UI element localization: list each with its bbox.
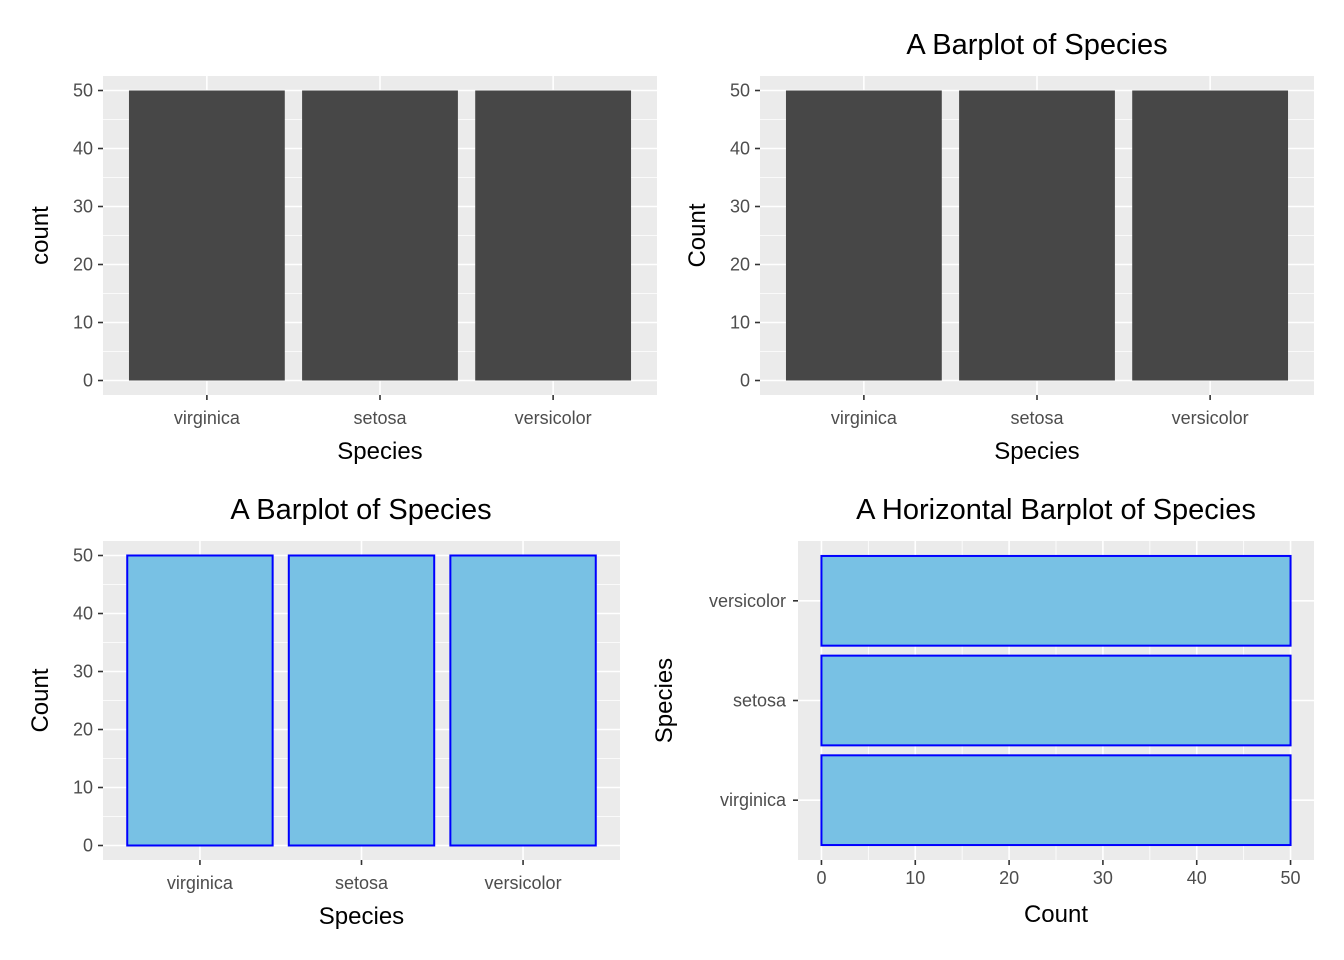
y-axis-title: count <box>27 206 54 265</box>
y-tick-label: 0 <box>83 836 93 856</box>
x-tick-label: setosa <box>335 873 389 893</box>
y-tick-label: 20 <box>73 720 93 740</box>
bar-versicolor <box>820 554 1292 647</box>
x-tick-label: versicolor <box>1172 408 1249 428</box>
bar-virginica <box>126 554 274 847</box>
x-axis-title: Count <box>1024 901 1088 928</box>
y-axis-title: Count <box>684 203 711 267</box>
chart-title: A Barplot of Species <box>906 29 1167 61</box>
y-tick-label: 10 <box>73 778 93 798</box>
y-tick-label: 30 <box>73 197 93 217</box>
y-tick-label: versicolor <box>709 591 786 611</box>
x-tick-label: virginica <box>167 873 234 893</box>
x-tick-label: 50 <box>1281 868 1301 888</box>
bar-setosa <box>820 654 1292 747</box>
y-tick-label: 50 <box>730 81 750 101</box>
y-tick-label: 20 <box>730 255 750 275</box>
y-tick-label: 40 <box>730 139 750 159</box>
bar-setosa <box>302 90 458 381</box>
y-tick-label: 0 <box>83 371 93 391</box>
bar-versicolor <box>1132 90 1289 381</box>
y-tick-label: 30 <box>730 197 750 217</box>
x-tick-label: 40 <box>1187 868 1207 888</box>
chart-title: A Barplot of Species <box>230 494 491 526</box>
x-tick-label: setosa <box>1010 408 1064 428</box>
y-axis-title: Count <box>27 668 54 732</box>
x-tick-label: 30 <box>1093 868 1113 888</box>
y-tick-label: 50 <box>73 546 93 566</box>
y-tick-label: 40 <box>73 604 93 624</box>
x-tick-label: virginica <box>174 408 241 428</box>
y-tick-label: virginica <box>720 790 787 810</box>
y-tick-label: 20 <box>73 255 93 275</box>
chart-title: A Horizontal Barplot of Species <box>856 494 1256 526</box>
chart-panel-2: 0 10 20 30 40 50 virginica setosa versicolor Spec… <box>684 29 1314 465</box>
chart-panel-3: 0 10 20 30 40 50 virginica setosa versicolor Spec… <box>27 494 620 930</box>
chart-panel-4: 0 10 20 30 40 50 virginica setosa versicolor Coun… <box>651 494 1314 928</box>
x-tick-label: 0 <box>816 868 826 888</box>
bar-versicolor <box>475 90 632 381</box>
bar-setosa <box>287 554 436 847</box>
bar-virginica <box>785 90 942 381</box>
bar-setosa <box>959 90 1115 381</box>
y-tick-label: 50 <box>73 81 93 101</box>
y-axis-title: Species <box>651 658 678 743</box>
y-tick-label: 40 <box>73 139 93 159</box>
chart-panel-1: 0 10 20 30 40 50 virginica setosa versicolor Spec… <box>27 76 657 465</box>
x-axis-title: Species <box>337 438 422 465</box>
bar-virginica <box>128 90 285 381</box>
y-tick-label: 0 <box>740 371 750 391</box>
x-tick-label: 10 <box>905 868 925 888</box>
x-tick-label: versicolor <box>515 408 592 428</box>
y-tick-label: 10 <box>73 313 93 333</box>
bar-versicolor <box>449 554 597 847</box>
bar-virginica <box>820 754 1292 847</box>
x-tick-label: versicolor <box>485 873 562 893</box>
y-tick-label: setosa <box>733 691 787 711</box>
x-axis-title: Species <box>994 438 1079 465</box>
y-tick-label: 30 <box>73 662 93 682</box>
y-tick-label: 10 <box>730 313 750 333</box>
x-axis-title: Species <box>319 903 404 930</box>
x-tick-label: virginica <box>831 408 898 428</box>
x-tick-label: 20 <box>999 868 1019 888</box>
x-tick-label: setosa <box>353 408 407 428</box>
